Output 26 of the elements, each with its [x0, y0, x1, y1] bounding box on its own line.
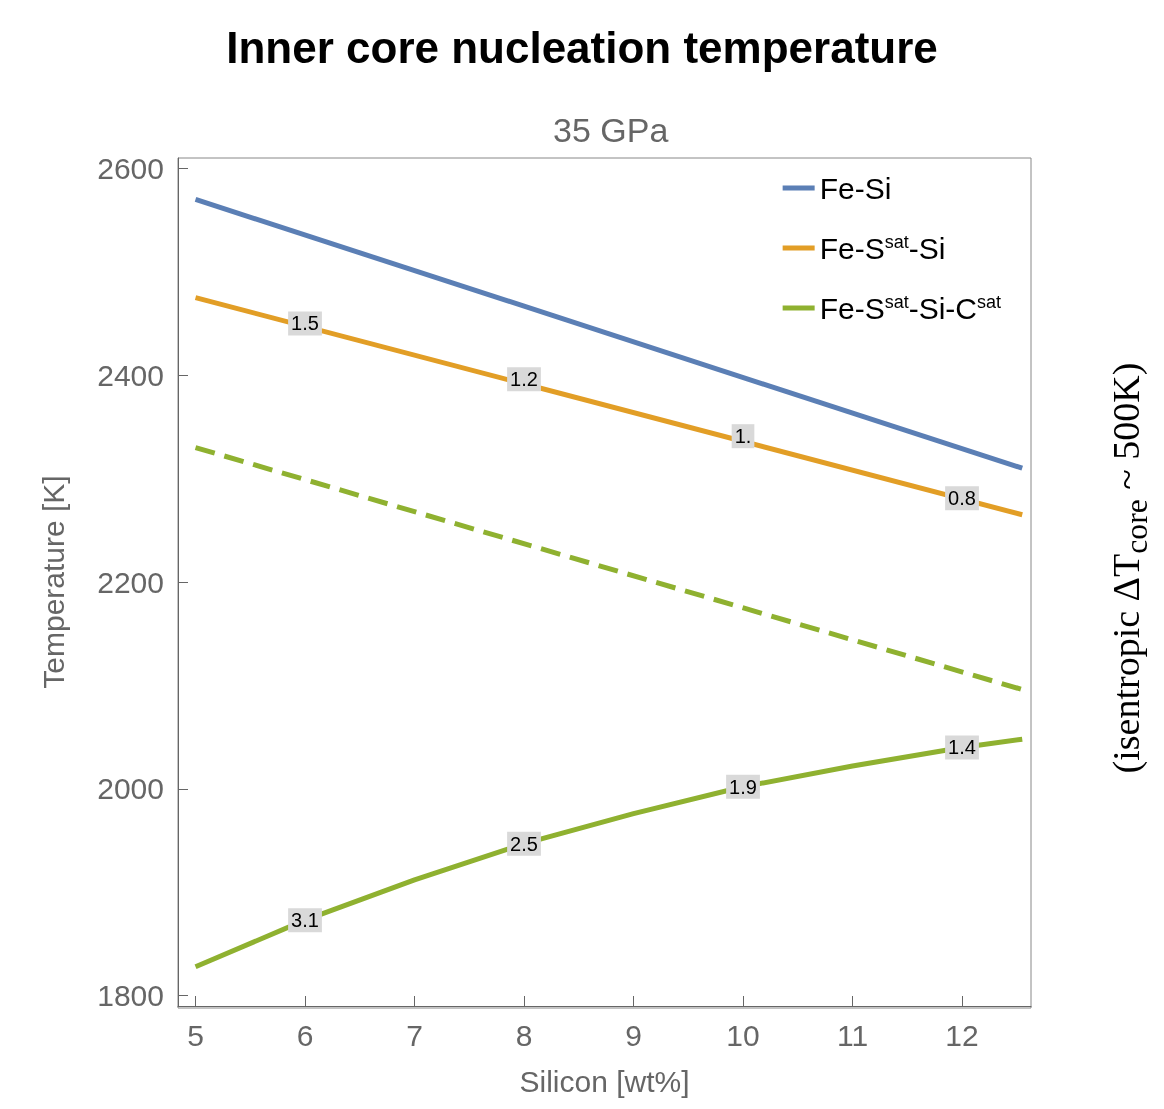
- x-axis-title: Silicon [wt%]: [519, 1064, 690, 1098]
- x-tick-label: 5: [187, 1018, 204, 1052]
- x-tick-label: 9: [625, 1018, 642, 1052]
- annotation: 1.5: [291, 312, 319, 335]
- annotation: 1.9: [729, 775, 757, 798]
- y-tick-label: 2400: [97, 358, 164, 392]
- annotation: 1.4: [948, 736, 976, 759]
- x-tick-label: 6: [296, 1018, 314, 1052]
- x-tick-label: 11: [836, 1018, 869, 1052]
- x-tick-label: 8: [515, 1018, 533, 1052]
- x-tick-label: 12: [945, 1018, 979, 1052]
- y-tick-label: 1800: [97, 979, 164, 1013]
- y-tick-label: 2200: [97, 565, 164, 599]
- annotation: 2.5: [510, 832, 538, 855]
- legend-label: Fe-Si: [819, 171, 892, 205]
- annotation: 3.1: [291, 909, 319, 932]
- annotation: 0.8: [948, 487, 976, 510]
- annotation: 1.2: [510, 368, 538, 391]
- chart-subtitle: 35 GPa: [553, 111, 669, 149]
- chart-title: Inner core nucleation temperature: [226, 22, 938, 72]
- y-tick-label: 2000: [97, 772, 164, 806]
- annotation: 1.: [734, 425, 752, 448]
- x-tick-label: 7: [406, 1018, 423, 1052]
- y-axis-title: Temperature [K]: [36, 475, 70, 689]
- y-tick-label: 2600: [97, 151, 164, 185]
- x-tick-label: 10: [726, 1018, 760, 1052]
